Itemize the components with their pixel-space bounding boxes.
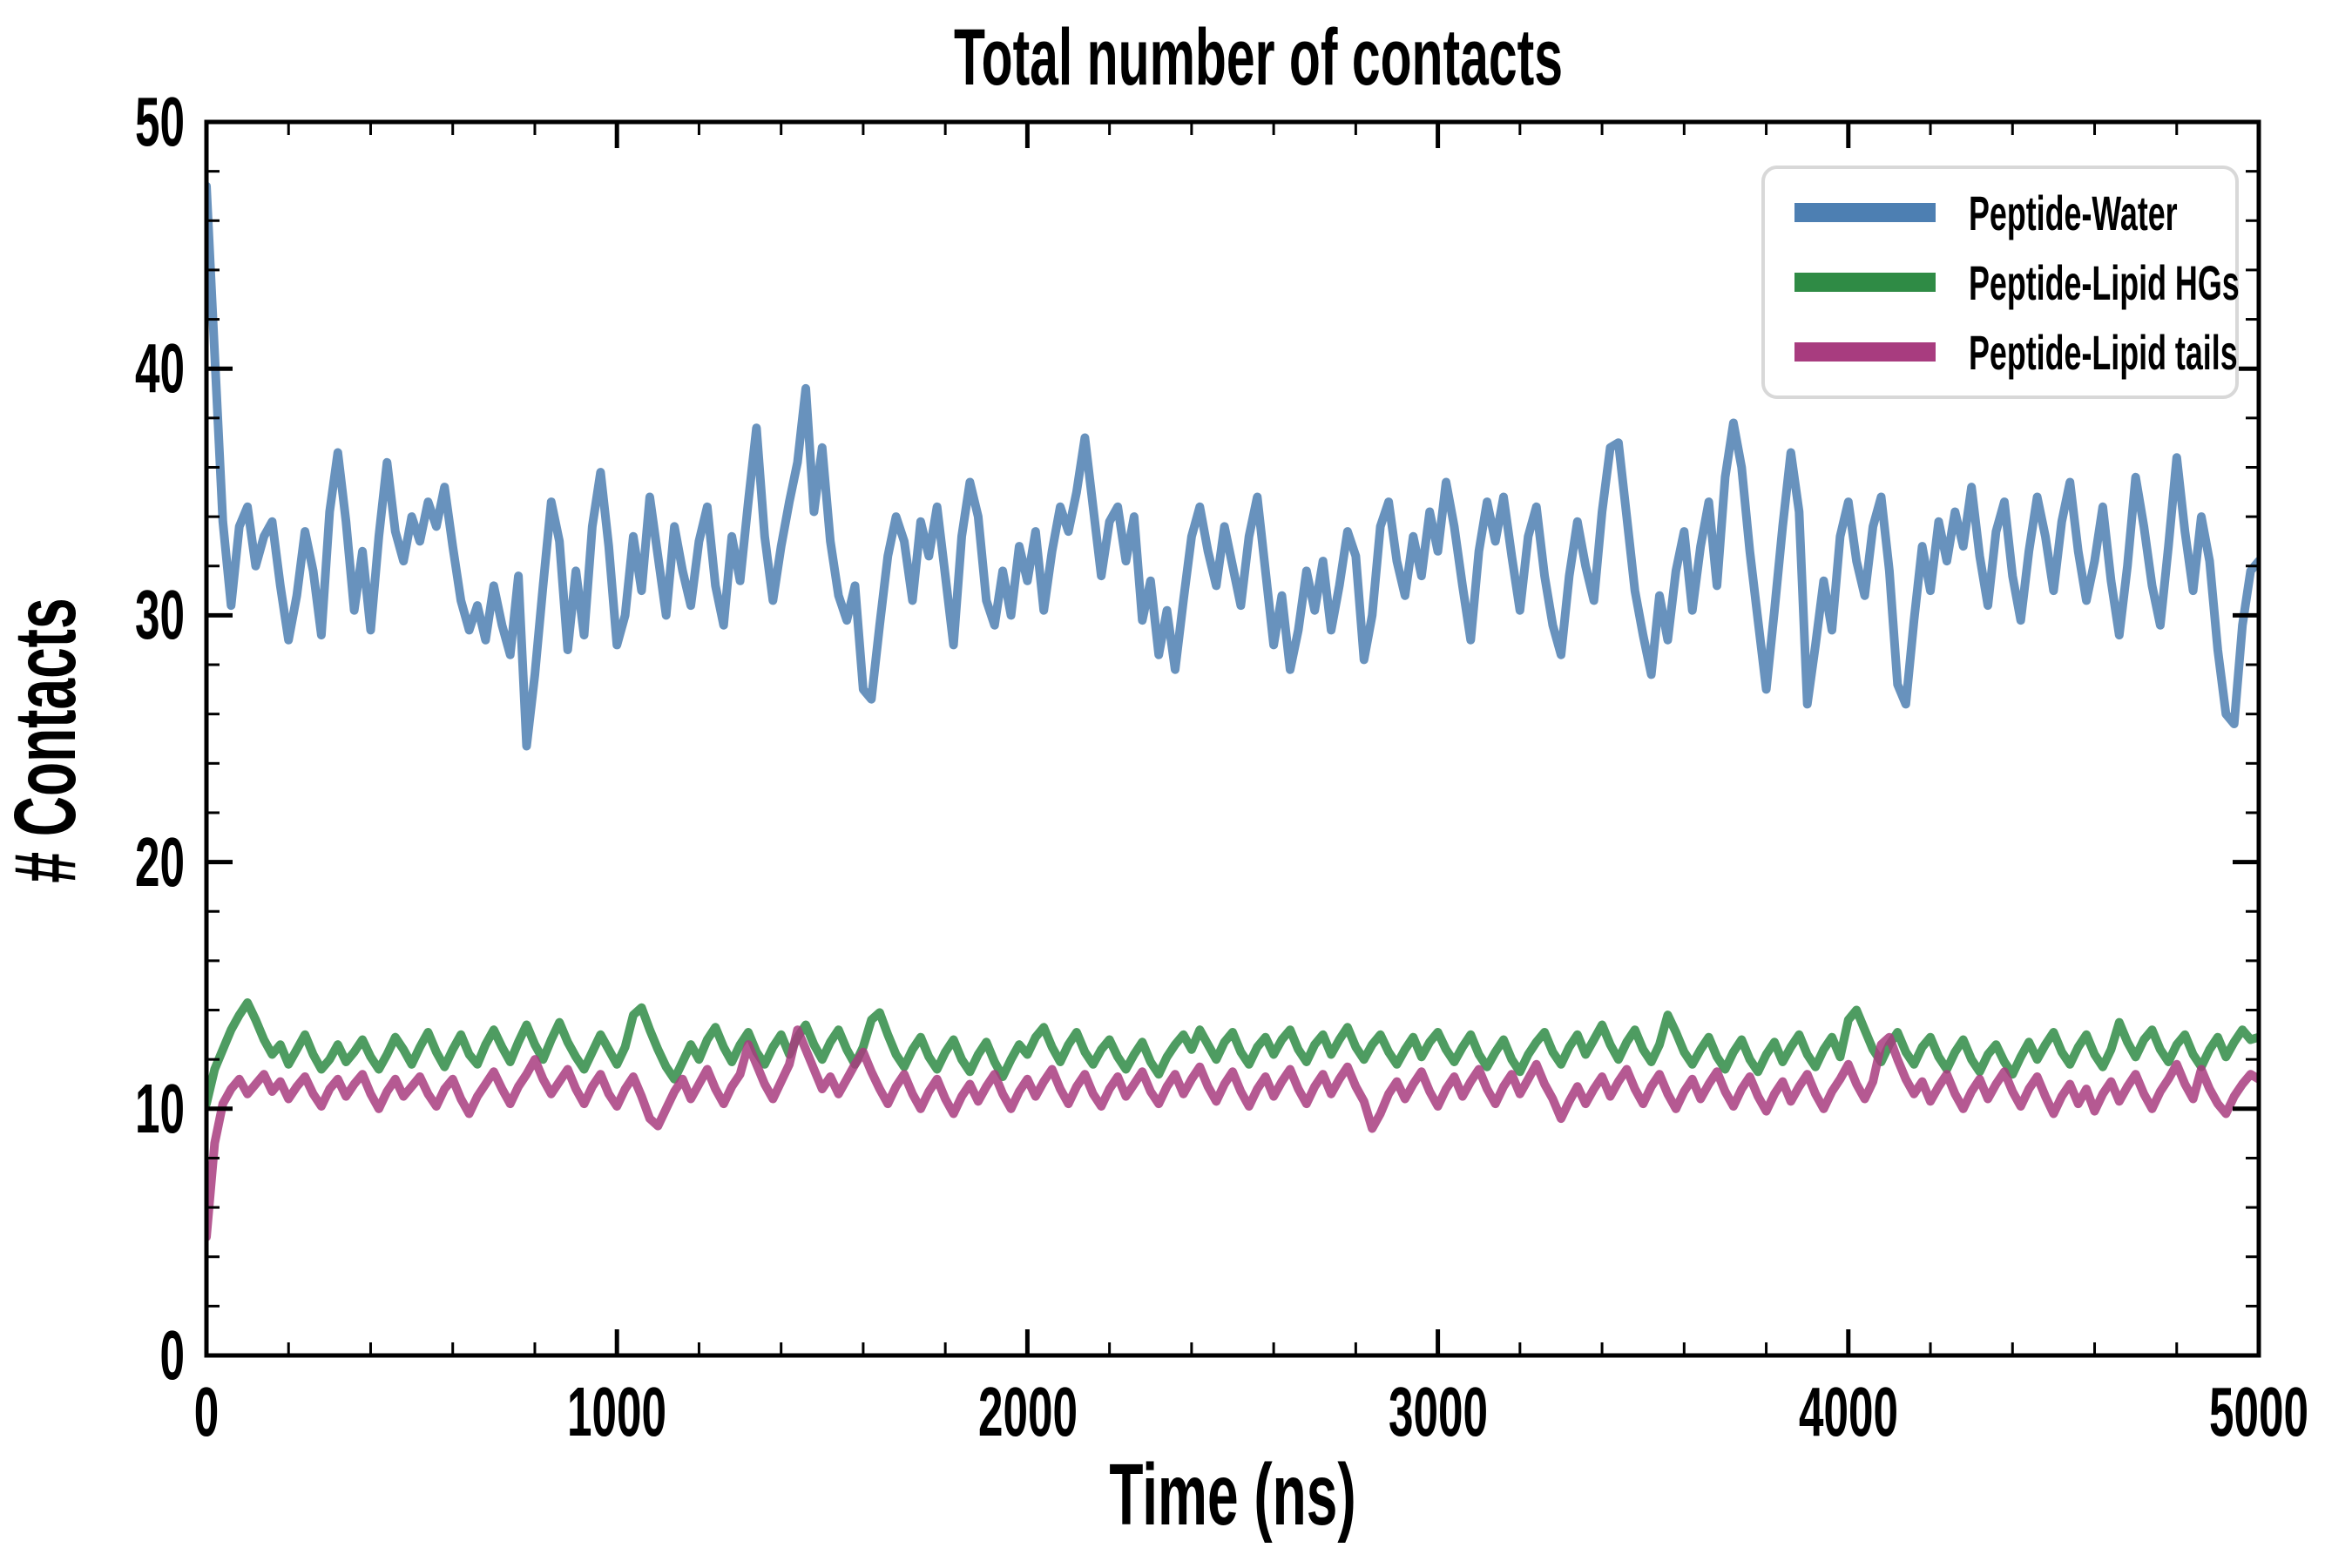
x-tick-label: 0 — [193, 1373, 220, 1450]
legend-entry: Peptide-Water — [1794, 185, 2235, 241]
y-tick-label: 0 — [159, 1316, 185, 1394]
legend-swatch-peptide-lipid-hgs — [1794, 273, 1936, 292]
y-tick-label: 20 — [135, 823, 185, 901]
y-tick-label: 50 — [135, 83, 185, 160]
legend-label: Peptide-Lipid tails — [1969, 324, 2238, 380]
chart-title: Total number of contacts — [954, 13, 1563, 102]
plot-border — [204, 119, 2261, 1358]
legend: Peptide-Water Peptide-Lipid HGs Peptide-… — [1761, 166, 2240, 399]
x-tick-label: 1000 — [567, 1373, 666, 1450]
y-tick-label: 30 — [135, 576, 185, 653]
y-tick-label: 40 — [135, 329, 185, 407]
x-tick-label: 4000 — [1799, 1373, 1898, 1450]
y-axis-title: # Contacts — [0, 598, 94, 883]
series-line-peptide-lipid-tails — [206, 1025, 2259, 1242]
series-line-peptide-lipid-hgs — [206, 998, 2259, 1109]
legend-swatch-peptide-water — [1794, 203, 1936, 222]
legend-label: Peptide-Lipid HGs — [1969, 254, 2240, 310]
x-tick-label: 3000 — [1389, 1373, 1488, 1450]
series-line-peptide-water — [206, 181, 2259, 751]
legend-label: Peptide-Water — [1969, 185, 2178, 240]
x-tick-label: 2000 — [978, 1373, 1078, 1450]
legend-swatch-peptide-lipid-tails — [1794, 342, 1936, 362]
x-axis-title: Time (ns) — [1109, 1446, 1356, 1544]
legend-entry: Peptide-Lipid tails — [1794, 324, 2238, 381]
x-tick-label: 5000 — [2209, 1373, 2308, 1450]
legend-entry: Peptide-Lipid HGs — [1794, 254, 2240, 311]
y-tick-label: 10 — [135, 1070, 185, 1147]
